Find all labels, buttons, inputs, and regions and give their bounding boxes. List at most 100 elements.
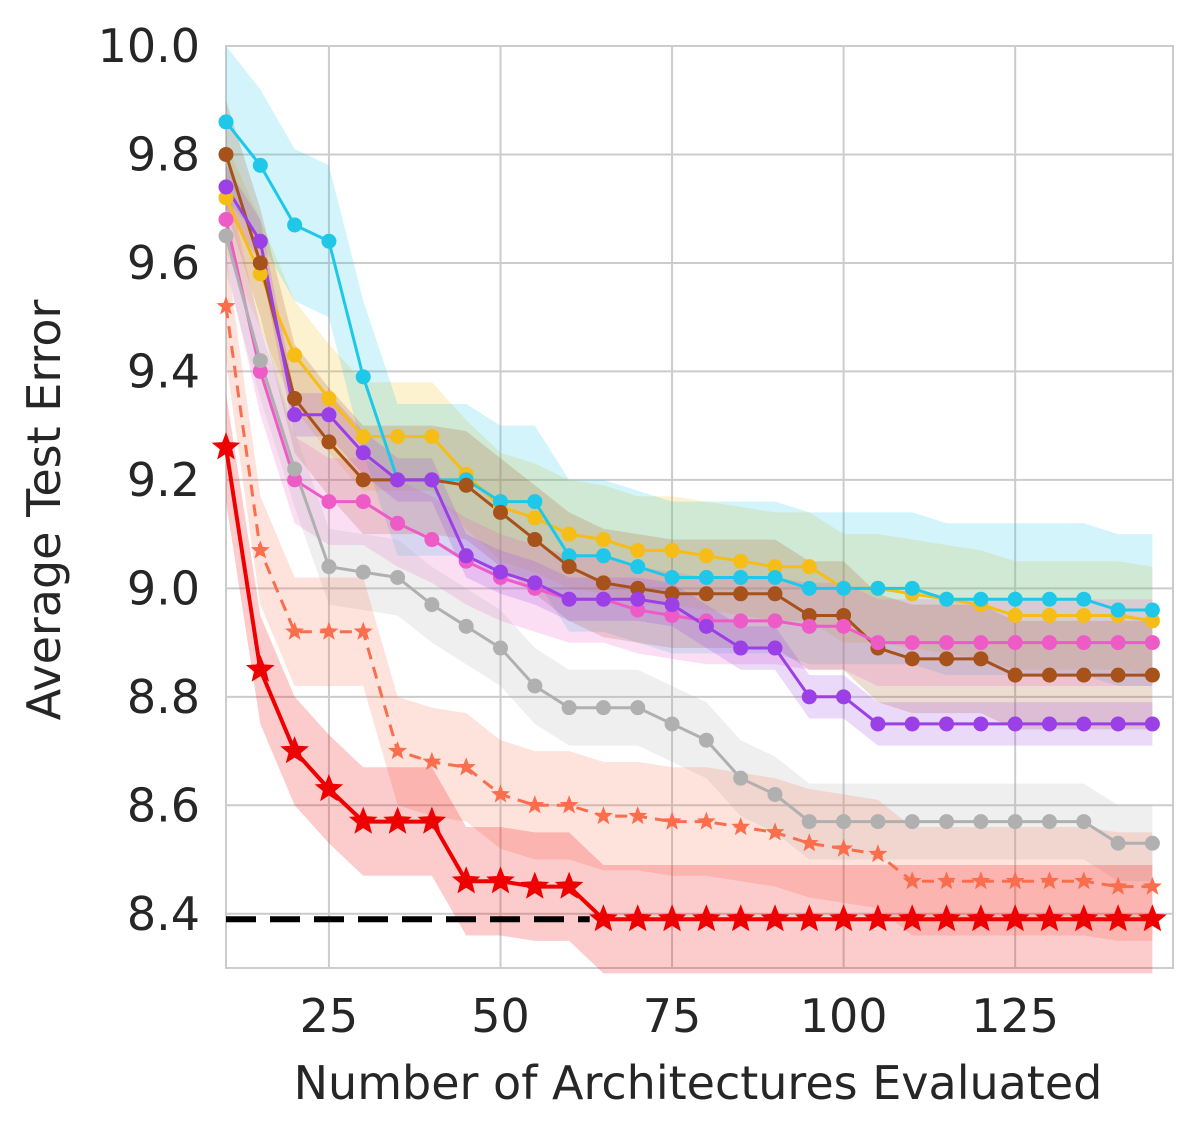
point-red-135 xyxy=(1069,904,1099,932)
line-gray xyxy=(224,235,1153,845)
point-magenta-30 xyxy=(355,494,371,510)
line-cyan xyxy=(224,120,1153,612)
point-gray-45 xyxy=(458,618,474,634)
point-gray-120 xyxy=(973,814,989,830)
point-gray-35 xyxy=(390,570,406,586)
point-red-75 xyxy=(657,904,687,932)
point-cyan-90 xyxy=(767,570,783,586)
point-gray-130 xyxy=(1041,814,1057,830)
line-yellow xyxy=(224,197,1153,623)
point-cyan-135 xyxy=(1076,591,1092,607)
point-purple-115 xyxy=(939,716,955,732)
point-red-25 xyxy=(314,774,344,802)
point-purple-60 xyxy=(561,591,577,607)
point-yellow-20 xyxy=(287,347,303,363)
point-yellow-135 xyxy=(1076,607,1092,623)
point-brown-130 xyxy=(1041,667,1057,683)
point-red-35 xyxy=(383,806,412,834)
line-coral-dashed xyxy=(224,306,1153,889)
point-coral-dashed-45 xyxy=(456,757,476,776)
point-brown-25 xyxy=(321,434,337,450)
point-magenta-120 xyxy=(973,635,989,651)
point-coral-dashed-10 xyxy=(216,296,236,315)
point-magenta-40 xyxy=(424,532,440,548)
point-coral-dashed-95 xyxy=(799,833,819,852)
point-cyan-10 xyxy=(218,114,234,130)
point-purple-120 xyxy=(973,716,989,732)
point-coral-dashed-30 xyxy=(353,621,373,640)
point-red-20 xyxy=(280,736,309,764)
x-tick-label-75: 75 xyxy=(643,989,702,1043)
point-brown-145 xyxy=(1144,667,1160,683)
point-red-30 xyxy=(349,806,378,834)
point-magenta-135 xyxy=(1076,635,1092,651)
point-purple-30 xyxy=(355,445,371,461)
point-gray-100 xyxy=(836,814,852,830)
point-red-90 xyxy=(760,904,790,932)
point-cyan-20 xyxy=(287,217,303,233)
point-yellow-90 xyxy=(767,559,783,575)
point-cyan-60 xyxy=(561,548,577,564)
y-tick-label-9.6: 9.6 xyxy=(127,236,200,290)
point-magenta-85 xyxy=(733,613,749,629)
point-gray-75 xyxy=(664,716,680,732)
point-cyan-65 xyxy=(595,548,611,564)
point-magenta-95 xyxy=(801,618,817,634)
band-coral-dashed xyxy=(226,252,1153,941)
line-purple xyxy=(224,186,1153,726)
point-red-125 xyxy=(1000,904,1030,932)
point-coral-dashed-75 xyxy=(662,811,682,830)
point-cyan-110 xyxy=(904,580,920,596)
point-red-80 xyxy=(692,904,721,932)
point-brown-100 xyxy=(836,607,852,623)
point-purple-80 xyxy=(698,618,714,634)
point-red-120 xyxy=(966,904,996,932)
x-tick-label-100: 100 xyxy=(800,989,888,1043)
point-purple-50 xyxy=(492,564,508,580)
point-cyan-15 xyxy=(252,157,268,173)
point-yellow-80 xyxy=(698,548,714,564)
point-brown-60 xyxy=(561,559,577,575)
point-gray-140 xyxy=(1110,835,1126,851)
tick-labels: 25 50 75 100 125 8.4 8.6 8.8 9.0 9.2 9.4 9.6 9.8 10.0 xyxy=(98,19,1059,1043)
point-magenta-110 xyxy=(904,635,920,651)
point-gray-20 xyxy=(287,461,303,477)
point-coral-dashed-100 xyxy=(834,838,854,857)
point-coral-dashed-140 xyxy=(1108,876,1128,895)
point-purple-95 xyxy=(801,689,817,705)
point-yellow-60 xyxy=(561,526,577,542)
band-brown xyxy=(226,100,1153,730)
point-cyan-80 xyxy=(698,570,714,586)
point-gray-95 xyxy=(801,814,817,830)
point-red-110 xyxy=(898,904,927,932)
point-red-140 xyxy=(1103,904,1133,932)
point-red-105 xyxy=(863,904,893,932)
point-coral-dashed-135 xyxy=(1074,871,1094,890)
point-coral-dashed-115 xyxy=(937,871,957,890)
point-coral-dashed-40 xyxy=(422,751,442,770)
point-gray-145 xyxy=(1144,835,1160,851)
y-tick-label-8.8: 8.8 xyxy=(127,670,200,724)
point-coral-dashed-105 xyxy=(868,844,888,863)
point-coral-dashed-110 xyxy=(902,871,922,890)
point-yellow-125 xyxy=(1007,607,1023,623)
point-magenta-140 xyxy=(1110,635,1126,651)
point-red-55 xyxy=(520,871,550,899)
point-yellow-130 xyxy=(1041,607,1057,623)
point-magenta-20 xyxy=(287,472,303,488)
point-red-65 xyxy=(589,904,618,932)
point-coral-dashed-65 xyxy=(593,806,613,825)
y-tick-label-9.0: 9.0 xyxy=(127,561,200,615)
point-brown-110 xyxy=(904,651,920,667)
point-coral-dashed-50 xyxy=(491,784,510,803)
band-red xyxy=(226,393,1153,974)
point-purple-85 xyxy=(733,640,749,656)
point-cyan-140 xyxy=(1110,602,1126,618)
point-yellow-85 xyxy=(733,553,749,569)
point-purple-105 xyxy=(870,716,886,732)
point-cyan-50 xyxy=(492,494,508,510)
point-coral-dashed-85 xyxy=(731,817,751,836)
y-tick-label-9.4: 9.4 xyxy=(127,344,200,398)
point-red-60 xyxy=(554,871,584,899)
